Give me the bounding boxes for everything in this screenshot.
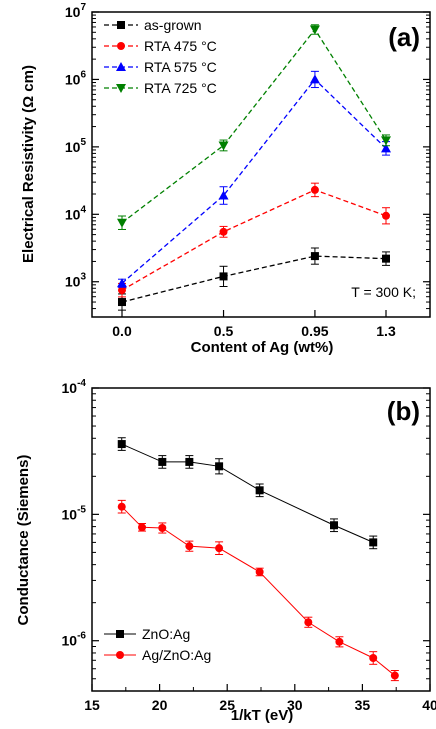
legend-marker	[117, 21, 125, 29]
panel-a-y-tick-label: 105	[65, 137, 87, 155]
data-point	[158, 523, 167, 532]
data-point	[117, 218, 127, 228]
data-point	[118, 286, 126, 295]
data-point	[185, 542, 194, 551]
panel-b: (b) 1/kT (eV) Conductance (Siemens) 10-6…	[15, 378, 436, 724]
data-point	[158, 457, 167, 466]
legend-label: as-grown	[144, 17, 202, 33]
data-point	[117, 278, 127, 288]
panel-b-ylabel: Conductance (Siemens)	[15, 455, 32, 626]
data-point	[330, 521, 339, 530]
panel-a-x-tick-label: 0.95	[301, 323, 328, 339]
legend-label: RTA 725 °C	[144, 80, 217, 96]
legend-marker	[116, 62, 126, 71]
data-point	[218, 190, 229, 200]
data-point	[381, 143, 391, 153]
series-line	[121, 78, 387, 284]
panel-a-frame	[91, 11, 431, 318]
panel-a-xlabel: Content of Ag (wt%)	[191, 339, 334, 356]
panel-b-x-tick-label: 40	[422, 697, 436, 713]
data-point	[215, 462, 224, 471]
panel-b-legend: ZnO:Ag Ag/ZnO:Ag	[104, 626, 211, 663]
data-point	[309, 74, 320, 84]
data-point	[369, 538, 378, 547]
panel-b-x-tick-label: 15	[84, 697, 100, 713]
data-point	[304, 618, 313, 627]
panel-a-y-tick-label: 103	[65, 272, 87, 290]
panel-b-xlabel: 1/kT (eV)	[231, 707, 294, 724]
panel-a-y-tick-label: 104	[65, 204, 87, 222]
data-point	[382, 211, 390, 220]
data-point	[381, 136, 391, 146]
panel-a-y-tick-label: 106	[65, 69, 87, 87]
series-line	[121, 506, 396, 676]
series-line	[121, 255, 387, 303]
legend-label: ZnO:Ag	[142, 626, 190, 642]
panel-a-plot-area: 103 104 105 106 107 0.0 0.5 0.95 1.3	[65, 2, 430, 339]
panel-b-frame	[91, 387, 431, 692]
data-point	[382, 254, 390, 263]
data-point	[310, 252, 319, 261]
data-point	[390, 671, 399, 680]
legend-label: Ag/ZnO:Ag	[142, 647, 211, 663]
data-point	[219, 227, 228, 236]
data-point	[215, 544, 224, 553]
panel-b-y-tick-label: 10-6	[62, 631, 87, 649]
panel-b-x-tick-label: 25	[219, 697, 235, 713]
panel-b-x-tick-label: 20	[152, 697, 168, 713]
panel-a-annotation: T = 300 K;	[351, 284, 416, 300]
panel-b-x-tick-label: 35	[355, 697, 371, 713]
panel-a-legend: as-grown RTA 475 °C RTA 575 °C RTA 725 °C	[104, 17, 217, 96]
panel-a-y-tick-label: 107	[65, 2, 87, 20]
panel-a: (a) Content of Ag (wt%) Electrical Resis…	[20, 2, 431, 356]
data-point	[335, 637, 344, 646]
panel-a-ylabel: Electrical Resistivity (Ω cm)	[20, 65, 37, 263]
data-point	[218, 141, 229, 151]
data-point	[138, 523, 147, 532]
legend-marker	[116, 630, 124, 638]
panel-a-x-tick-label: 0.0	[112, 323, 132, 339]
data-point	[118, 298, 126, 307]
panel-b-label: (b)	[387, 396, 420, 426]
panel-a-label: (a)	[388, 22, 420, 52]
data-point	[219, 272, 228, 281]
panel-a-x-tick-label: 0.5	[214, 323, 234, 339]
data-point	[309, 25, 320, 35]
data-point	[117, 502, 126, 511]
panel-b-y-tick-label: 10-5	[62, 504, 87, 522]
series-line	[121, 28, 387, 224]
data-point	[185, 457, 194, 466]
legend-marker	[117, 42, 125, 50]
legend-label: RTA 475 °C	[144, 38, 217, 54]
legend-marker	[116, 84, 126, 93]
panel-b-x-tick-label: 30	[287, 697, 303, 713]
series-line	[121, 189, 387, 291]
panel-b-plot-area: 10-6 10-5 10-4 15 20 25 30 35 40	[62, 378, 436, 713]
panel-b-y-tick-label: 10-4	[62, 378, 87, 396]
data-point	[255, 486, 264, 495]
data-point	[369, 653, 378, 662]
legend-marker	[116, 651, 124, 659]
panel-a-x-tick-label: 1.3	[376, 323, 396, 339]
legend-label: RTA 575 °C	[144, 59, 217, 75]
data-point	[117, 440, 126, 449]
data-point	[310, 185, 319, 194]
data-point	[255, 567, 264, 576]
